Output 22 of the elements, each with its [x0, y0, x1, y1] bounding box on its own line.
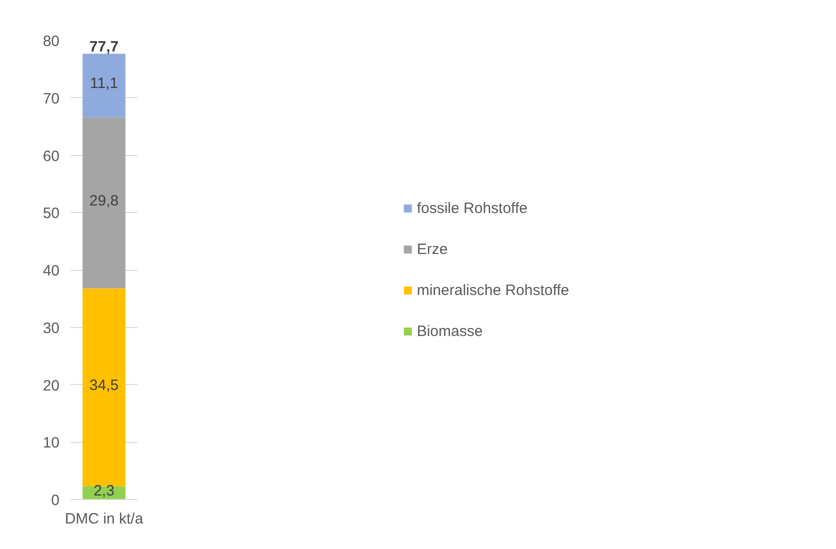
bar — [82, 288, 126, 486]
y-tick-label: 30 — [42, 320, 60, 337]
y-tick-label: 0 — [51, 492, 60, 509]
legend-label: mineralische Rohstoffe — [416, 282, 570, 298]
data-label: 11,1 — [90, 75, 118, 92]
y-tick-label: 60 — [42, 148, 60, 165]
total-label: 77,7 — [89, 38, 119, 56]
data-label: 34,5 — [89, 376, 119, 394]
y-tick-label: 80 — [42, 33, 60, 50]
y-tick-label: 20 — [42, 377, 60, 394]
legend-label: fossile Rohstoffe — [416, 200, 528, 216]
y-tick-label: 10 — [42, 434, 60, 452]
legend-label: Erze — [416, 240, 448, 258]
x-tick-label: DMC in kt/a — [64, 510, 144, 528]
bar — [82, 117, 126, 288]
y-tick-label: 50 — [42, 205, 60, 222]
data-label: 2,3 — [94, 482, 114, 500]
data-label: 29,8 — [89, 192, 119, 210]
y-tick-label: 40 — [42, 262, 60, 280]
bar — [82, 54, 126, 118]
legend-label: Biomasse — [416, 322, 483, 340]
y-tick-label: 70 — [42, 90, 60, 108]
